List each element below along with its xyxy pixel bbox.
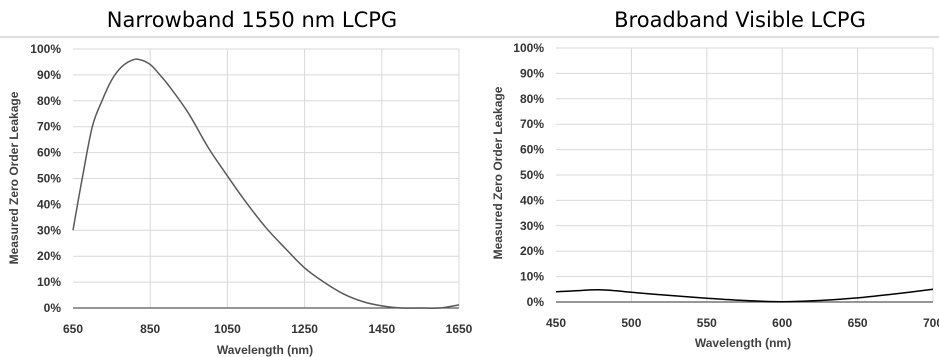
y-tick-label-broadband: 10% <box>520 270 544 284</box>
x-tick-label-broadband: 650 <box>848 316 868 330</box>
y-tick-label-narrowband: 0% <box>44 301 62 315</box>
y-tick-label-broadband: 70% <box>520 117 544 131</box>
chart-panel-broadband: Broadband Visible LCPG 0% 10% 20% 30% 40% 50%… <box>491 8 939 350</box>
y-tick-label-broadband: 20% <box>520 244 544 258</box>
x-tick-label-broadband: 700 <box>923 316 939 330</box>
y-tick-label-broadband: 50% <box>520 168 544 182</box>
y-tick-label-narrowband: 20% <box>37 249 61 263</box>
chart-panel-narrowband: Narrowband 1550 nm LCPG 0% 10% 20% 30% 40% 50… <box>7 8 473 357</box>
x-tick-label-broadband: 550 <box>697 316 717 330</box>
x-tick-label-narrowband: 1450 <box>368 322 395 336</box>
y-tick-labels-broadband: 0% 10% 20% 30% 40% 50% 60% 70% 80% 90% 100% <box>513 41 544 309</box>
series-group-narrowband <box>72 58 460 309</box>
x-tick-label-broadband: 450 <box>546 316 566 330</box>
series-group-broadband <box>555 288 934 303</box>
x-tick-label-narrowband: 850 <box>140 322 160 336</box>
x-axis-title-broadband: Wavelength (nm) <box>695 336 791 350</box>
y-tick-label-broadband: 40% <box>520 193 544 207</box>
y-gridlines-broadband <box>556 47 934 303</box>
x-tick-label-narrowband: 1050 <box>214 322 241 336</box>
x-tick-label-narrowband: 1650 <box>446 322 473 336</box>
y-axis-title-narrowband: Measured Zero Order Leakage <box>7 91 21 264</box>
y-tick-label-broadband: 80% <box>520 92 544 106</box>
y-tick-label-narrowband: 100% <box>30 42 61 56</box>
x-tick-label-broadband: 500 <box>621 316 641 330</box>
x-tick-label-narrowband: 650 <box>63 322 83 336</box>
y-tick-label-narrowband: 50% <box>37 172 61 186</box>
y-tick-label-narrowband: 60% <box>37 146 61 160</box>
x-tick-label-narrowband: 1250 <box>291 322 318 336</box>
x-tick-labels-narrowband: 650 850 1050 1250 1450 1650 <box>63 322 473 336</box>
chart-title-narrowband: Narrowband 1550 nm LCPG <box>107 8 397 32</box>
y-tick-label-broadband: 100% <box>513 41 544 55</box>
y-tick-label-narrowband: 70% <box>37 120 61 134</box>
x-tick-labels-broadband: 450 500 550 600 650 700 <box>546 316 939 330</box>
y-tick-label-broadband: 60% <box>520 143 544 157</box>
y-tick-label-narrowband: 40% <box>37 197 61 211</box>
y-axis-title-broadband: Measured Zero Order Leakage <box>491 86 505 259</box>
y-tick-label-narrowband: 30% <box>37 223 61 237</box>
y-tick-label-broadband: 0% <box>527 295 545 309</box>
chart-title-broadband: Broadband Visible LCPG <box>614 8 866 32</box>
series-line-broadband <box>555 288 934 303</box>
series-line-narrowband <box>72 58 460 309</box>
y-tick-label-broadband: 30% <box>520 219 544 233</box>
y-tick-label-narrowband: 10% <box>37 275 61 289</box>
y-tick-label-narrowband: 80% <box>37 94 61 108</box>
y-tick-labels-narrowband: 0% 10% 20% 30% 40% 50% 60% 70% 80% 90% 100% <box>30 42 61 315</box>
y-tick-label-narrowband: 90% <box>37 68 61 82</box>
x-tick-label-broadband: 600 <box>772 316 792 330</box>
y-tick-label-broadband: 90% <box>520 66 544 80</box>
x-axis-title-narrowband: Wavelength (nm) <box>217 343 313 357</box>
